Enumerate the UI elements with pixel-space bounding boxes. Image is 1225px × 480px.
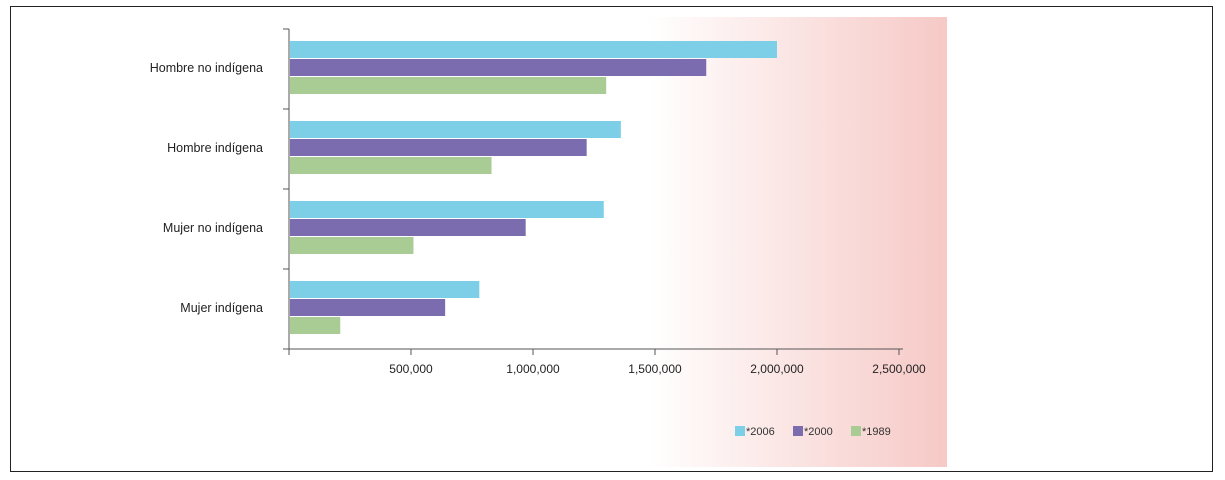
bar-2006-3 (290, 281, 480, 298)
category-label: Hombre no indígena (150, 61, 263, 75)
bar-2006-1 (290, 121, 621, 138)
x-tick-label: 500,000 (389, 362, 433, 376)
bars-layer (290, 41, 777, 334)
bar-1989-2 (290, 237, 414, 254)
labels-layer: 500,000 1,000,000 1,500,000 2,000,000 2,500,… (150, 61, 926, 376)
legend-label: *1989 (862, 426, 891, 438)
x-tick-label: 1,000,000 (506, 362, 560, 376)
x-tick-label: 2,000,000 (750, 362, 804, 376)
bar-1989-3 (290, 317, 341, 334)
category-label: Mujer indígena (180, 301, 263, 315)
category-label: Mujer no indígena (163, 221, 263, 235)
bar-2000-0 (290, 59, 707, 76)
category-label: Hombre indígena (167, 141, 263, 155)
legend-swatch (735, 426, 745, 436)
axis-layer (283, 28, 903, 355)
bar-chart: 500,000 1,000,000 1,500,000 2,000,000 2,500,… (150, 17, 947, 467)
bar-2000-1 (290, 139, 587, 156)
bar-2006-2 (290, 201, 604, 218)
legend-label: *2006 (746, 426, 775, 438)
bar-2000-2 (290, 219, 526, 236)
legend-swatch (851, 426, 861, 436)
x-tick-label: 1,500,000 (628, 362, 682, 376)
x-tick-label: 2,500,000 (872, 362, 926, 376)
bar-2006-0 (290, 41, 777, 58)
legend-swatch (793, 426, 803, 436)
bar-1989-0 (290, 77, 607, 94)
bar-2000-3 (290, 299, 446, 316)
legend: *2006 *2000 *1989 (735, 426, 891, 438)
chart-frame: 500,000 1,000,000 1,500,000 2,000,000 2,500,… (10, 6, 1213, 472)
legend-label: *2000 (804, 426, 833, 438)
bar-1989-1 (290, 157, 492, 174)
